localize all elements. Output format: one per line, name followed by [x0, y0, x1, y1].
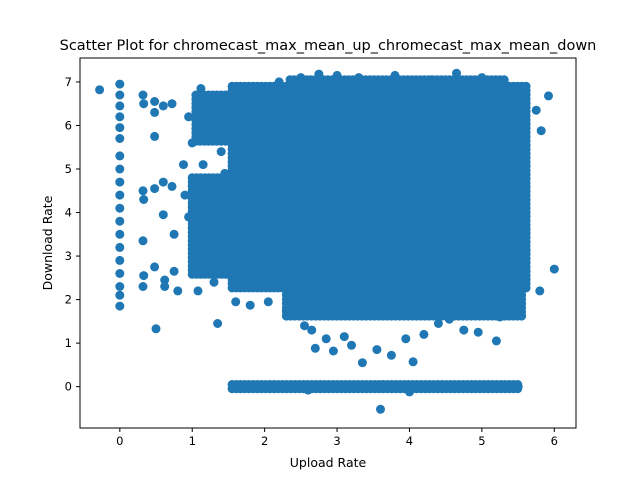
data-point	[328, 346, 338, 356]
data-point	[115, 151, 125, 161]
data-point	[357, 358, 367, 368]
data-point	[115, 190, 125, 200]
data-point	[139, 271, 149, 281]
data-point	[179, 160, 188, 170]
data-point	[138, 236, 148, 246]
data-point	[115, 229, 125, 239]
data-point	[139, 99, 149, 109]
data-point	[167, 181, 177, 191]
data-point	[535, 286, 545, 296]
data-point	[115, 134, 125, 143]
data-point	[231, 297, 241, 307]
chart-title: Scatter Plot for chromecast_max_mean_up_…	[60, 38, 597, 54]
data-point	[158, 210, 168, 220]
data-point	[150, 97, 160, 106]
data-point	[115, 255, 125, 265]
data-point	[115, 242, 125, 252]
data-point	[115, 164, 125, 174]
data-point	[386, 350, 396, 360]
data-point	[151, 324, 161, 334]
data-point	[115, 101, 125, 111]
data-point	[115, 123, 125, 133]
data-point	[158, 177, 168, 187]
data-point	[158, 101, 168, 111]
data-point	[138, 186, 148, 196]
data-point	[347, 340, 356, 350]
data-point	[401, 334, 411, 344]
data-point	[150, 131, 160, 141]
data-point	[209, 277, 219, 287]
data-point	[138, 90, 148, 100]
data-point	[193, 286, 203, 296]
data-point	[169, 266, 179, 276]
data-point	[150, 184, 160, 194]
data-point	[491, 336, 501, 346]
data-point	[245, 300, 255, 310]
data-point	[531, 105, 541, 115]
data-point	[184, 112, 194, 122]
data-point	[180, 190, 190, 200]
data-point	[300, 321, 309, 331]
data-point	[139, 195, 149, 204]
data-point	[160, 275, 170, 285]
data-point	[150, 107, 160, 117]
data-point	[459, 325, 469, 335]
data-point	[115, 290, 125, 300]
data-point	[213, 319, 223, 328]
data-point	[372, 345, 382, 355]
data-point	[198, 160, 208, 170]
data-point	[473, 327, 483, 337]
data-point	[173, 286, 183, 296]
data-point	[160, 282, 170, 291]
data-point	[433, 319, 443, 328]
data-point	[263, 297, 273, 307]
data-point	[536, 126, 546, 136]
data-point	[167, 99, 177, 109]
data-point	[115, 282, 125, 291]
data-point	[115, 79, 125, 89]
data-point	[115, 216, 125, 226]
data-point	[115, 301, 125, 311]
data-point	[321, 334, 331, 344]
data-point	[95, 85, 105, 95]
data-point	[408, 357, 418, 367]
data-point	[310, 343, 320, 353]
data-point	[138, 282, 148, 291]
data-point	[419, 329, 429, 339]
data-point	[115, 269, 125, 278]
data-point	[549, 264, 559, 274]
data-point	[169, 229, 179, 239]
data-point	[115, 177, 125, 187]
data-point	[115, 203, 125, 213]
data-point	[150, 262, 160, 272]
data-point	[544, 91, 553, 101]
data-point	[216, 147, 226, 157]
data-point	[115, 112, 125, 122]
dense-point-clusters	[187, 75, 531, 394]
data-point	[307, 325, 317, 335]
data-point	[376, 404, 385, 414]
data-point	[339, 332, 349, 342]
data-point	[115, 90, 125, 100]
